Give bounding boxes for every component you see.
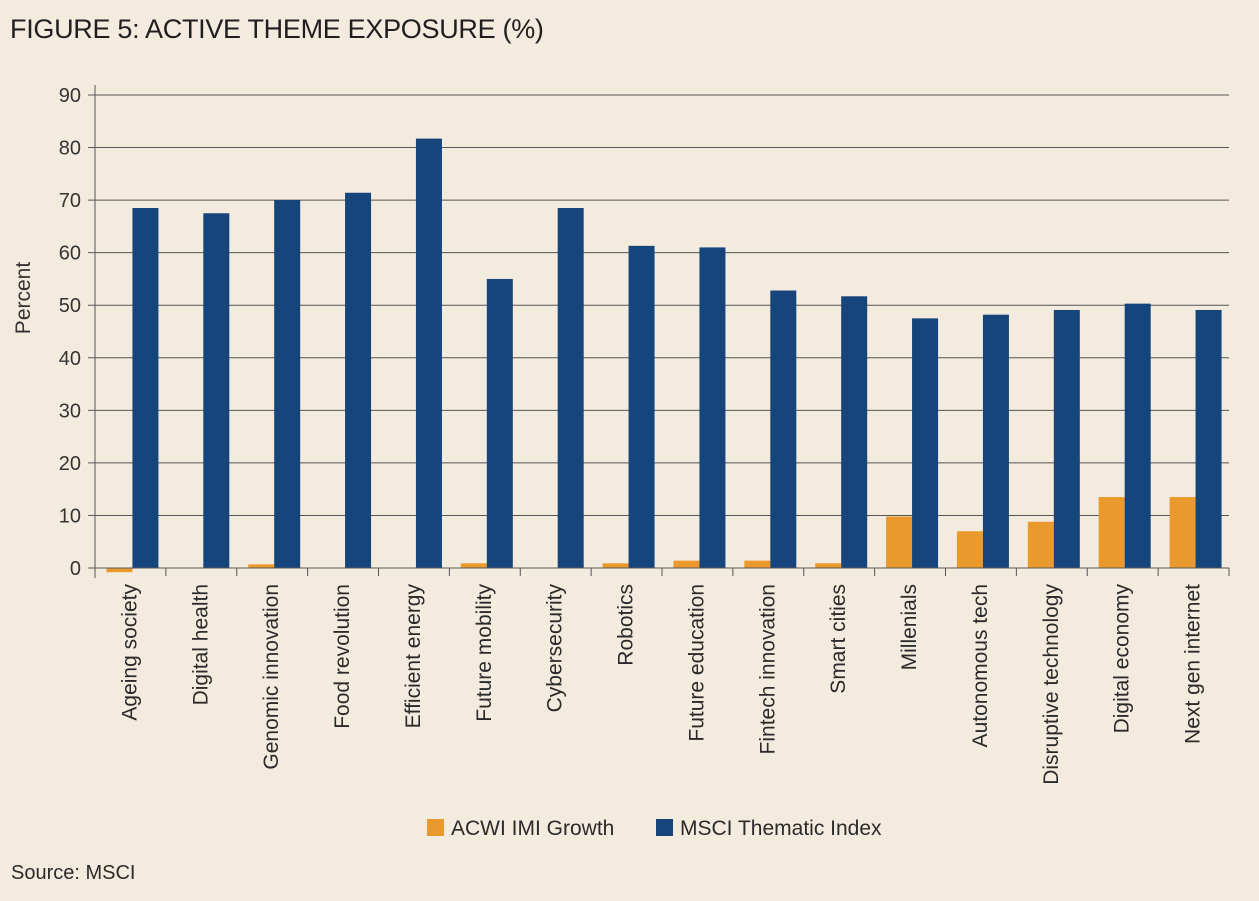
bar-acwi-imi-growth (815, 563, 842, 568)
legend-swatch (427, 819, 444, 836)
category-label: Disruptive technology (1040, 584, 1063, 785)
bar-msci-thematic-index (841, 296, 868, 568)
bar-msci-thematic-index (274, 200, 301, 568)
bar-msci-thematic-index (1124, 303, 1151, 568)
chart-title: FIGURE 5: ACTIVE THEME EXPOSURE (%) (10, 14, 544, 44)
bar-msci-thematic-index (1195, 309, 1222, 568)
category-label: Genomic innovation (260, 584, 283, 770)
category-label: Future mobility (473, 584, 496, 722)
bar-acwi-imi-growth (956, 531, 983, 568)
bar-msci-thematic-index (770, 290, 797, 568)
bar-acwi-imi-growth (1027, 521, 1054, 568)
y-tick-label: 0 (70, 558, 81, 580)
y-tick-label: 10 (59, 505, 81, 527)
bar-msci-thematic-index (912, 318, 939, 568)
category-label: Future education (685, 584, 708, 742)
category-label: Robotics (615, 584, 638, 666)
y-tick-label: 40 (59, 348, 81, 370)
bar-acwi-imi-growth (460, 563, 487, 568)
bar-msci-thematic-index (345, 192, 372, 568)
category-label: Digital economy (1111, 584, 1134, 734)
y-tick-label: 20 (59, 453, 81, 475)
bar-msci-thematic-index (557, 207, 584, 568)
bar-acwi-imi-growth (1098, 497, 1125, 568)
legend-item-acwi-imi-growth: ACWI IMI Growth (427, 817, 614, 840)
bar-acwi-imi-growth (744, 560, 771, 568)
category-label: Digital health (189, 584, 212, 705)
axes: 0 10 20 30 40 50 60 70 80 90 Percent (12, 85, 1230, 580)
category-label: Smart cities (827, 584, 850, 694)
y-tick-label: 80 (59, 138, 81, 160)
bar-msci-thematic-index (203, 213, 230, 568)
bar-acwi-imi-growth (248, 564, 275, 568)
bar-msci-thematic-index (132, 207, 159, 568)
category-label: Millenials (898, 584, 921, 670)
y-tick-label: 70 (59, 190, 81, 212)
category-label: Cybersecurity (544, 584, 567, 713)
bar-acwi-imi-growth (673, 560, 700, 568)
source-note: Source: MSCI (11, 862, 136, 884)
bar-msci-thematic-index (415, 138, 442, 569)
legend-label: MSCI Thematic Index (680, 817, 882, 840)
y-tick-label: 90 (59, 85, 81, 107)
bar-msci-thematic-index (628, 245, 655, 568)
bar-acwi-imi-growth (1169, 497, 1196, 568)
category-label: Next gen internet (1182, 584, 1205, 744)
bar-acwi-imi-growth (602, 563, 629, 568)
bar-msci-thematic-index (699, 247, 726, 568)
legend-label: ACWI IMI Growth (451, 817, 614, 840)
bar-msci-thematic-index (1053, 309, 1080, 568)
category-label: Ageing society (118, 584, 141, 721)
category-label: Fintech innovation (756, 584, 779, 754)
y-tick-label: 30 (59, 400, 81, 422)
y-tick-label: 50 (59, 295, 81, 317)
bar-acwi-imi-growth (886, 516, 913, 568)
category-label: Food revolution (331, 584, 354, 729)
legend: ACWI IMI Growth MSCI Thematic Index (427, 817, 882, 840)
y-axis-title: Percent (12, 262, 35, 335)
legend-item-msci-thematic-index: MSCI Thematic Index (656, 817, 882, 840)
category-label: Autonomous tech (969, 584, 992, 747)
bars (106, 138, 1222, 573)
bar-msci-thematic-index (486, 278, 513, 568)
y-tick-label: 60 (59, 243, 81, 265)
bar-acwi-imi-growth (106, 568, 133, 573)
bar-msci-thematic-index (982, 314, 1009, 568)
legend-swatch (656, 819, 673, 836)
category-labels: Ageing society Digital health Genomic inno… (118, 584, 1204, 785)
category-label: Efficient energy (402, 584, 425, 729)
